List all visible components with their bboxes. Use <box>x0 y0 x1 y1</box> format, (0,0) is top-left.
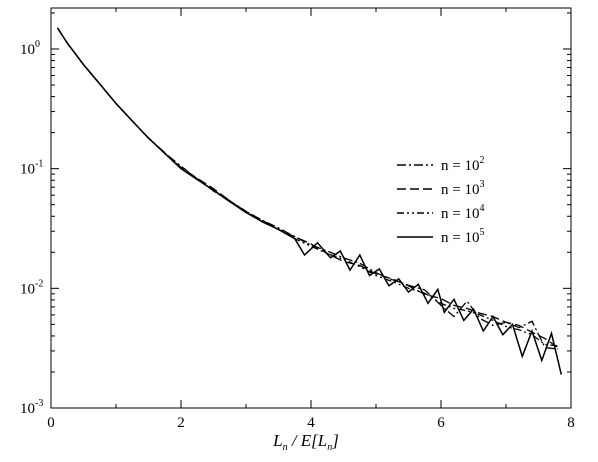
legend-label: n = 103 <box>441 179 484 198</box>
axis-ticks: 0 2 4 6 8 100 10-1 10-2 10-3 <box>20 8 575 431</box>
x-tick-label: 8 <box>567 415 575 431</box>
x-tick-label: 0 <box>47 415 55 431</box>
legend-label: n = 105 <box>441 227 484 246</box>
legend-label: n = 102 <box>441 155 484 174</box>
legend-label: n = 104 <box>441 203 484 222</box>
x-axis-label: Ln / E[Ln] <box>272 431 339 453</box>
series-line <box>56 27 563 375</box>
x-tick-label: 6 <box>437 415 445 431</box>
series-layer <box>56 27 563 375</box>
x-tick-label: 4 <box>307 415 315 431</box>
y-tick-label: 10-2 <box>20 278 43 297</box>
y-tick-label: 10-3 <box>20 398 43 417</box>
legend: n = 102 n = 103 n = 104 n = 105 <box>397 155 484 246</box>
x-tick-label: 2 <box>177 415 185 431</box>
y-tick-label: 10-1 <box>20 159 43 178</box>
plot-frame <box>50 7 572 409</box>
y-tick-label: 100 <box>20 39 40 58</box>
